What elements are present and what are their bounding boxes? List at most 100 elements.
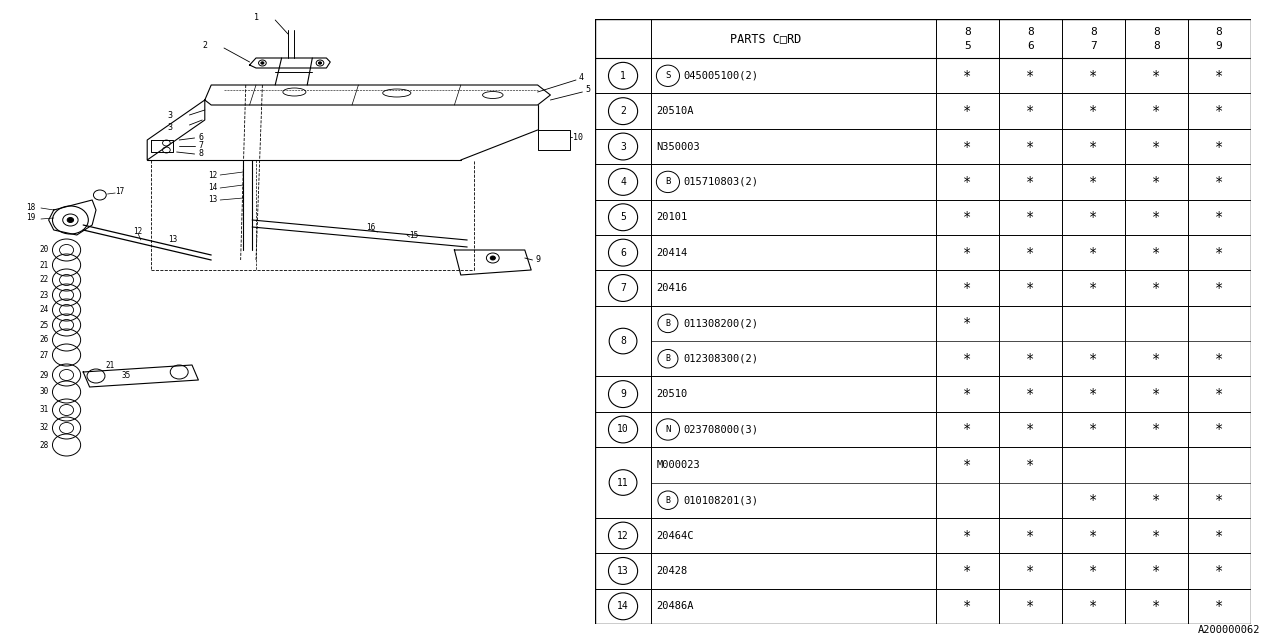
- Text: *: *: [1089, 246, 1097, 260]
- Text: 23: 23: [40, 291, 49, 300]
- Text: 9: 9: [1216, 41, 1222, 51]
- Text: 22: 22: [40, 275, 49, 285]
- Text: 2: 2: [620, 106, 626, 116]
- Text: *: *: [1152, 175, 1161, 189]
- Text: 21: 21: [40, 260, 49, 269]
- Text: *: *: [1215, 352, 1224, 365]
- Text: *: *: [1152, 422, 1161, 436]
- Text: *: *: [1152, 387, 1161, 401]
- Text: PARTS C□RD: PARTS C□RD: [730, 32, 801, 45]
- Circle shape: [68, 218, 74, 223]
- Circle shape: [490, 256, 495, 260]
- Text: *: *: [1215, 387, 1224, 401]
- Text: 11: 11: [617, 477, 628, 488]
- Text: *: *: [1152, 104, 1161, 118]
- Text: A200000062: A200000062: [1198, 625, 1261, 635]
- Text: *: *: [1027, 458, 1034, 472]
- Text: *: *: [964, 387, 972, 401]
- Text: 20101: 20101: [657, 212, 687, 222]
- Text: *: *: [1152, 529, 1161, 543]
- Text: *: *: [1027, 175, 1034, 189]
- Text: B: B: [666, 354, 671, 364]
- Text: 12: 12: [133, 227, 143, 237]
- Text: 12: 12: [617, 531, 628, 541]
- Text: *: *: [1027, 68, 1034, 83]
- Text: 4: 4: [579, 74, 584, 83]
- Text: 19: 19: [27, 214, 36, 223]
- Text: 4: 4: [620, 177, 626, 187]
- Text: 045005100(2): 045005100(2): [684, 71, 759, 81]
- Text: 6: 6: [620, 248, 626, 258]
- Text: *: *: [1089, 140, 1097, 154]
- Text: 13: 13: [209, 195, 218, 205]
- Text: *: *: [964, 564, 972, 578]
- Text: *: *: [1027, 352, 1034, 365]
- Text: *: *: [1152, 211, 1161, 224]
- Text: 20416: 20416: [657, 283, 687, 293]
- Text: 17: 17: [115, 188, 124, 196]
- Text: 20464C: 20464C: [657, 531, 694, 541]
- Text: *: *: [964, 104, 972, 118]
- Text: *: *: [1027, 140, 1034, 154]
- Text: 25: 25: [40, 321, 49, 330]
- Text: *: *: [1027, 422, 1034, 436]
- Text: 24: 24: [40, 305, 49, 314]
- Text: 12: 12: [209, 170, 218, 179]
- Text: *: *: [1215, 493, 1224, 508]
- Text: B: B: [666, 319, 671, 328]
- Text: *: *: [1215, 140, 1224, 154]
- Text: *: *: [964, 246, 972, 260]
- Text: 20: 20: [40, 246, 49, 255]
- Text: 9: 9: [535, 255, 540, 264]
- Text: *: *: [964, 458, 972, 472]
- Text: 10: 10: [573, 132, 584, 141]
- Text: *: *: [964, 281, 972, 295]
- Text: 3: 3: [620, 141, 626, 152]
- Text: *: *: [1152, 599, 1161, 613]
- Text: *: *: [1215, 68, 1224, 83]
- Text: M000023: M000023: [657, 460, 700, 470]
- Text: 20486A: 20486A: [657, 602, 694, 611]
- Text: 010108201(3): 010108201(3): [684, 495, 759, 505]
- Text: 27: 27: [40, 351, 49, 360]
- Text: 20428: 20428: [657, 566, 687, 576]
- Text: *: *: [1152, 493, 1161, 508]
- Text: *: *: [964, 140, 972, 154]
- Text: 21: 21: [105, 360, 114, 369]
- Text: 18: 18: [27, 202, 36, 211]
- Text: 5: 5: [964, 41, 970, 51]
- Text: *: *: [1089, 281, 1097, 295]
- Text: *: *: [1089, 175, 1097, 189]
- Text: 29: 29: [40, 371, 49, 380]
- Text: 31: 31: [40, 406, 49, 415]
- Text: *: *: [1089, 104, 1097, 118]
- Text: 5: 5: [620, 212, 626, 222]
- Text: *: *: [1089, 493, 1097, 508]
- Text: 011308200(2): 011308200(2): [684, 318, 759, 328]
- Text: *: *: [1089, 599, 1097, 613]
- Text: *: *: [1152, 246, 1161, 260]
- Text: N: N: [666, 425, 671, 434]
- Text: *: *: [964, 316, 972, 330]
- Text: *: *: [1215, 211, 1224, 224]
- Text: *: *: [1089, 211, 1097, 224]
- Text: *: *: [964, 211, 972, 224]
- Text: 1: 1: [253, 13, 259, 22]
- Text: 10: 10: [617, 424, 628, 435]
- Text: *: *: [1027, 211, 1034, 224]
- Text: 28: 28: [40, 440, 49, 449]
- Text: 023708000(3): 023708000(3): [684, 424, 759, 435]
- Text: B: B: [666, 177, 671, 186]
- Text: 8: 8: [964, 27, 970, 36]
- Text: 3: 3: [168, 111, 173, 120]
- Text: 8: 8: [1089, 27, 1097, 36]
- Text: 13: 13: [168, 234, 178, 243]
- Text: 20510A: 20510A: [657, 106, 694, 116]
- Text: *: *: [1089, 387, 1097, 401]
- Text: 26: 26: [40, 335, 49, 344]
- Text: 6: 6: [1027, 41, 1034, 51]
- Text: *: *: [1089, 422, 1097, 436]
- Text: *: *: [1215, 599, 1224, 613]
- Text: *: *: [964, 175, 972, 189]
- Text: *: *: [1027, 281, 1034, 295]
